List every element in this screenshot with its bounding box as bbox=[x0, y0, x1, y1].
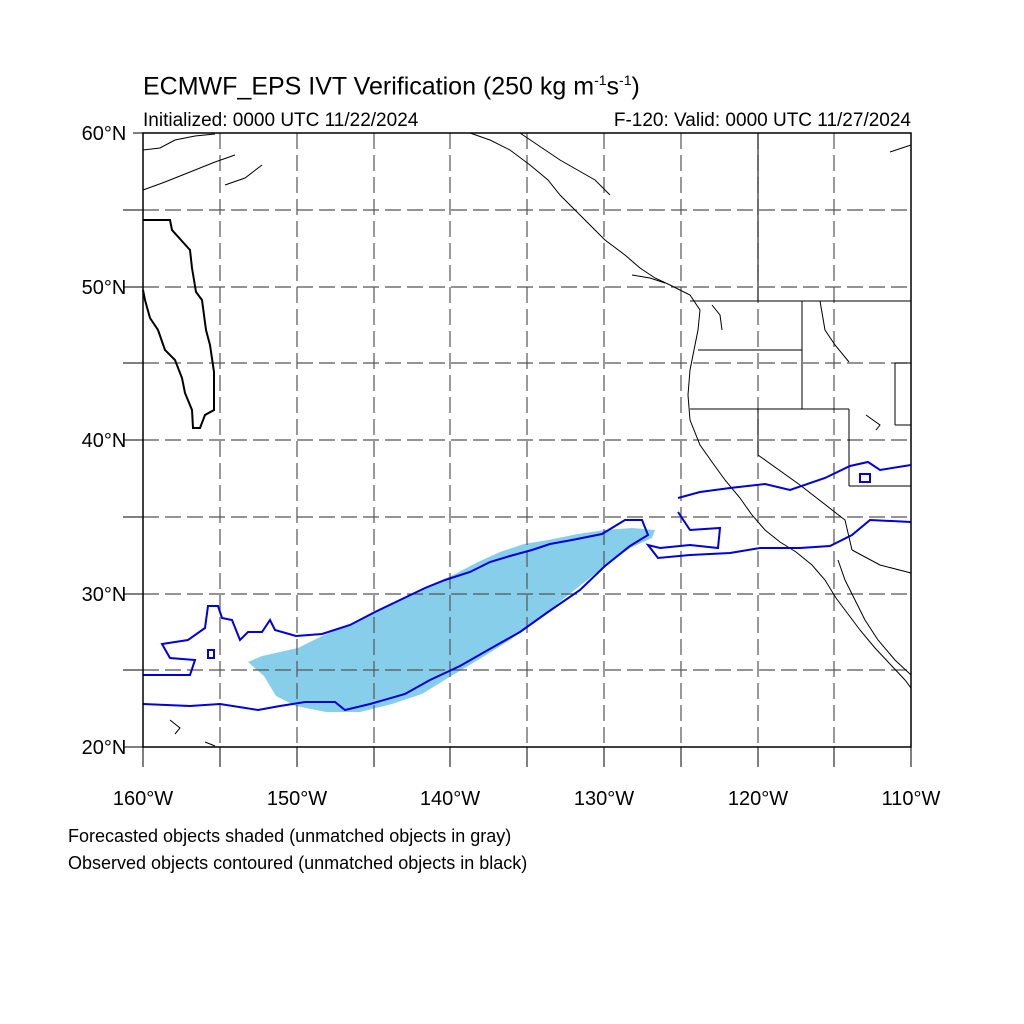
legend-note-observed: Observed objects contoured (unmatched ob… bbox=[68, 853, 528, 873]
observed-unmatched-contour bbox=[142, 219, 215, 429]
title-sup1: -1 bbox=[594, 72, 607, 88]
legend-note-forecast: Forecasted objects shaded (unmatched obj… bbox=[68, 826, 512, 846]
lat-label-40n: 40°N bbox=[82, 430, 127, 452]
lon-label-130w: 130°W bbox=[574, 788, 634, 810]
state-borders bbox=[690, 133, 912, 574]
lon-label-120w: 120°W bbox=[728, 788, 788, 810]
lon-label-160w: 160°W bbox=[113, 788, 173, 810]
lat-label-60n: 60°N bbox=[82, 123, 127, 145]
tick-marks bbox=[123, 132, 912, 767]
title-mid: s bbox=[606, 72, 620, 101]
title-main: ECMWF_EPS IVT Verification (250 kg m bbox=[143, 72, 595, 101]
valid-time-label: F-120: Valid: 0000 UTC 11/27/2024 bbox=[613, 110, 911, 131]
lat-label-30n: 30°N bbox=[82, 584, 127, 606]
lon-label-150w: 150°W bbox=[267, 788, 327, 810]
lon-label-140w: 140°W bbox=[420, 788, 480, 810]
forecast-object bbox=[248, 528, 655, 712]
initialized-label: Initialized: 0000 UTC 11/22/2024 bbox=[143, 110, 419, 131]
lat-label-50n: 50°N bbox=[82, 277, 127, 299]
coastlines bbox=[142, 132, 912, 747]
title-sup2: -1 bbox=[619, 72, 632, 88]
title-end: ) bbox=[631, 72, 640, 101]
lat-label-20n: 20°N bbox=[82, 737, 127, 759]
observed-matched-contours bbox=[142, 460, 912, 712]
lon-label-110w: 110°W bbox=[882, 788, 941, 810]
map-title: ECMWF_EPS IVT Verification (250 kg m-1s-… bbox=[143, 72, 640, 101]
grid-lines bbox=[143, 133, 911, 747]
